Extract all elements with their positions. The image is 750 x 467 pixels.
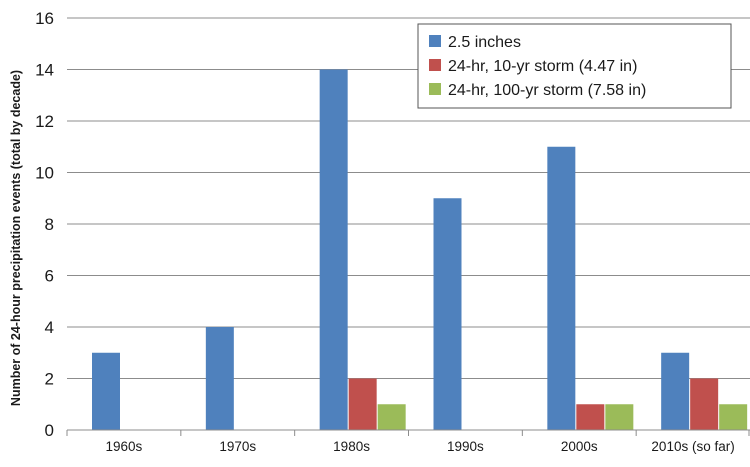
axes: 0 2 4 6 8 10 12 14 16 1960s 1970s 1980s 1990s 2000s 20…	[35, 9, 750, 454]
bar	[547, 146, 576, 430]
bar	[319, 69, 348, 430]
bar	[690, 378, 719, 430]
y-tick-label: 2	[45, 370, 54, 389]
bar	[605, 404, 634, 430]
bar	[661, 352, 690, 430]
y-tick-label: 8	[45, 215, 54, 234]
bar	[433, 198, 462, 430]
legend-swatch	[429, 59, 441, 71]
legend-swatch	[429, 35, 441, 47]
x-tick-label: 1980s	[333, 439, 370, 454]
x-tick-label: 1960s	[106, 439, 143, 454]
y-tick-label: 14	[35, 61, 54, 80]
legend-label: 24-hr, 10-yr storm (4.47 in)	[448, 58, 637, 75]
y-tick-label: 12	[35, 112, 54, 131]
y-tick-label: 10	[35, 164, 54, 183]
bar	[205, 327, 234, 430]
bar	[348, 378, 377, 430]
bar	[719, 404, 748, 430]
legend-label: 2.5 inches	[448, 34, 521, 51]
bar	[92, 352, 120, 430]
legend-box	[417, 23, 732, 109]
x-tick-label: 1990s	[447, 439, 484, 454]
legend-label: 24-hr, 100-yr storm (7.58 in)	[448, 82, 646, 99]
y-tick-label: 6	[45, 267, 54, 286]
gridlines	[67, 17, 750, 379]
legend: 2.5 inches 24-hr, 10-yr storm (4.47 in) 24…	[417, 23, 732, 109]
bar	[576, 404, 605, 430]
y-axis-title: Number of 24-hour precipitation events (…	[9, 70, 23, 406]
x-tick-label: 2000s	[561, 439, 598, 454]
bars	[92, 69, 748, 430]
y-tick-label: 4	[45, 318, 54, 337]
y-tick-label: 0	[45, 421, 54, 440]
y-tick-label: 16	[35, 9, 54, 28]
x-tick-label: 2010s (so far)	[651, 439, 734, 454]
x-tick-label: 1970s	[219, 439, 256, 454]
bar	[377, 404, 406, 430]
legend-swatch	[429, 83, 441, 95]
